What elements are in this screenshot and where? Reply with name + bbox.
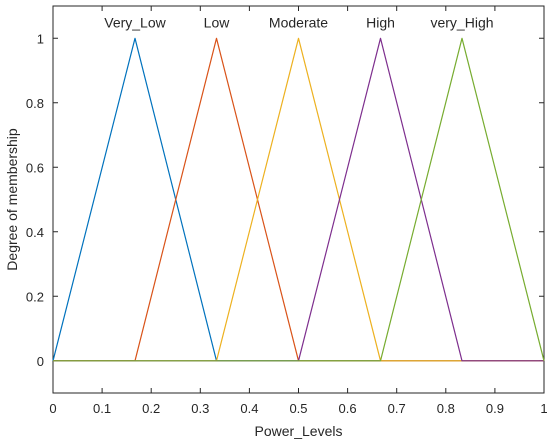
x-tick-label: 0.8	[437, 401, 455, 416]
series-line-high	[53, 37, 544, 362]
x-tick-label: 0.5	[289, 401, 307, 416]
series-line-low	[53, 37, 544, 362]
series-line-moderate	[53, 37, 544, 362]
series-line-very_low	[52, 37, 544, 362]
y-tick-label: 0.4	[26, 225, 44, 240]
x-tick-label: 0.7	[388, 401, 406, 416]
series-label-very_low: Very_Low	[104, 14, 166, 30]
x-axis-label: Power_Levels	[255, 423, 343, 439]
x-tick-label: 0.4	[240, 401, 258, 416]
x-tick-label: 0.6	[339, 401, 357, 416]
x-tick-label: 0	[49, 401, 56, 416]
x-tick-label: 0.2	[142, 401, 160, 416]
plot-area: 0 0.1 0.2 0.3 0.4 0.5 0.6 0.7 0.8 0.9 1 0 0.2 0.4 0.6 0…	[26, 5, 548, 416]
series-label-low: Low	[204, 14, 231, 30]
series-label-moderate: Moderate	[269, 14, 328, 30]
y-tick-label: 0.6	[26, 160, 44, 175]
y-tick-label: 1	[37, 31, 44, 46]
y-axis-label: Degree of membership	[4, 128, 20, 271]
series-label-very_high: very_High	[430, 14, 493, 30]
axes-box	[52, 5, 545, 394]
x-tick-label: 0.9	[486, 401, 504, 416]
x-tick-label: 1	[540, 401, 547, 416]
x-tick-label: 0.1	[93, 401, 111, 416]
series-line-very_high	[53, 37, 545, 362]
y-tick-label: 0.2	[26, 289, 44, 304]
y-tick-label: 0	[37, 354, 44, 369]
y-tick-label: 0.8	[26, 96, 44, 111]
x-tick-label: 0.3	[191, 401, 209, 416]
series-label-high: High	[366, 14, 395, 30]
